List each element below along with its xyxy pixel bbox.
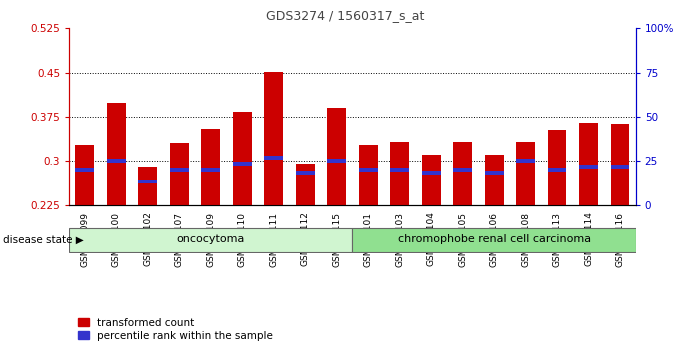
Bar	[484, 171, 504, 175]
Bar	[422, 155, 441, 205]
Bar	[201, 168, 220, 172]
Bar	[547, 168, 567, 172]
Bar	[75, 168, 94, 172]
Bar	[547, 130, 567, 205]
Bar	[107, 103, 126, 205]
Text: chromophobe renal cell carcinoma: chromophobe renal cell carcinoma	[397, 234, 591, 244]
Bar	[138, 180, 158, 183]
Legend: transformed count, percentile rank within the sample: transformed count, percentile rank withi…	[75, 314, 277, 345]
Bar	[264, 156, 283, 160]
Bar	[422, 171, 441, 175]
Bar	[170, 143, 189, 205]
Bar	[296, 171, 314, 175]
Bar	[359, 144, 377, 205]
Bar	[453, 168, 472, 172]
Bar	[328, 159, 346, 163]
Bar	[233, 112, 252, 205]
Bar	[328, 108, 346, 205]
Bar	[516, 159, 535, 163]
Bar	[390, 168, 409, 172]
Bar	[359, 168, 377, 172]
Bar	[579, 165, 598, 169]
Bar	[611, 124, 630, 205]
Bar	[69, 228, 352, 252]
Bar	[264, 72, 283, 205]
Bar	[138, 167, 158, 205]
Bar	[201, 129, 220, 205]
Bar	[453, 142, 472, 205]
Bar	[75, 144, 94, 205]
Bar	[107, 159, 126, 163]
Text: disease state ▶: disease state ▶	[3, 235, 84, 245]
Bar	[516, 142, 535, 205]
Bar	[352, 228, 636, 252]
Bar	[390, 142, 409, 205]
Bar	[170, 168, 189, 172]
Bar	[296, 164, 314, 205]
Text: GDS3274 / 1560317_s_at: GDS3274 / 1560317_s_at	[266, 9, 425, 22]
Bar	[484, 155, 504, 205]
Bar	[611, 165, 630, 169]
Bar	[579, 123, 598, 205]
Bar	[233, 162, 252, 166]
Text: oncocytoma: oncocytoma	[177, 234, 245, 244]
